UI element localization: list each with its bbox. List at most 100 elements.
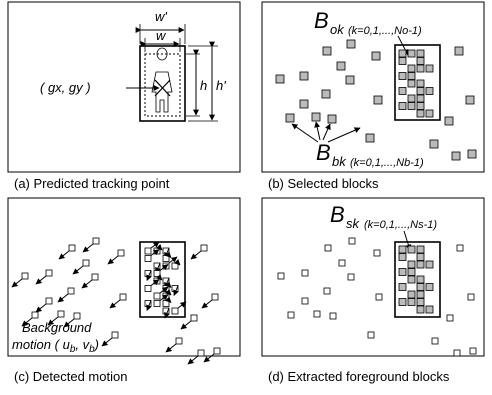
- label: ok: [330, 22, 345, 37]
- block: [93, 238, 99, 244]
- block: [417, 110, 424, 117]
- motion-arrow: [169, 257, 177, 263]
- block: [399, 254, 406, 261]
- block: [408, 80, 415, 87]
- block: [368, 332, 374, 338]
- block: [325, 245, 331, 251]
- label: B: [314, 8, 329, 33]
- block: [198, 350, 204, 356]
- block: [417, 299, 424, 306]
- motion-arrow: [58, 294, 68, 302]
- block: [376, 294, 382, 300]
- block: [426, 306, 433, 313]
- block: [118, 250, 124, 256]
- motion-arrow: [73, 266, 83, 274]
- label: bk: [332, 154, 347, 169]
- block: [163, 256, 169, 262]
- label: h': [216, 78, 226, 93]
- label: h: [200, 78, 207, 93]
- block: [399, 58, 406, 65]
- block: [302, 298, 308, 304]
- block: [46, 298, 52, 304]
- block: [470, 348, 476, 354]
- block: [432, 338, 438, 344]
- block: [312, 113, 320, 121]
- block: [172, 263, 178, 269]
- block: [417, 254, 424, 261]
- block: [22, 273, 28, 279]
- block: [324, 288, 330, 294]
- block: [212, 294, 218, 300]
- block: [68, 288, 74, 294]
- label: B: [316, 140, 331, 165]
- block: [399, 50, 406, 57]
- motion-arrow: [110, 300, 120, 308]
- block: [417, 65, 424, 72]
- block: [399, 88, 406, 95]
- block: [417, 306, 424, 313]
- tracking-box: [126, 24, 218, 121]
- block: [408, 73, 415, 80]
- block: [426, 284, 433, 291]
- block: [92, 274, 98, 280]
- block: [337, 62, 345, 70]
- block: [417, 88, 424, 95]
- motion-arrow: [151, 242, 159, 248]
- block: [445, 117, 453, 125]
- block: [417, 291, 424, 298]
- block: [302, 270, 308, 276]
- caption: (b) Selected blocks: [268, 176, 379, 191]
- block: [430, 140, 438, 148]
- label: w': [155, 9, 167, 24]
- block: [328, 115, 336, 123]
- block: [176, 338, 182, 344]
- block: [417, 58, 424, 65]
- block: [399, 299, 406, 306]
- block: [408, 299, 415, 306]
- block: [112, 332, 118, 338]
- label: sk: [346, 216, 361, 231]
- block: [399, 246, 406, 253]
- block: [339, 260, 345, 266]
- motion-arrow: [83, 244, 93, 252]
- label: Background: [22, 320, 92, 335]
- block: [408, 291, 415, 298]
- block: [348, 274, 354, 280]
- block: [374, 250, 380, 256]
- motion-arrow: [166, 344, 176, 352]
- block: [399, 103, 406, 110]
- block: [347, 40, 355, 48]
- label: (k=0,1,...,Ns-1): [364, 219, 437, 231]
- motion-arrow: [12, 279, 22, 287]
- block: [452, 152, 460, 160]
- motion-arrow: [36, 304, 46, 312]
- block: [417, 284, 424, 291]
- block: [314, 311, 320, 317]
- block: [417, 80, 424, 87]
- block: [408, 103, 415, 110]
- block: [32, 312, 38, 318]
- label: (k=0,1,...,Nb-1): [350, 157, 424, 169]
- block: [163, 301, 169, 307]
- block: [46, 270, 52, 276]
- motion-arrow: [59, 251, 69, 259]
- block: [468, 150, 476, 158]
- figure: w' w h h' ( gx, gy ) (a) Predicted track…: [0, 0, 492, 390]
- block: [83, 260, 89, 266]
- label: B: [330, 202, 345, 227]
- block: [276, 75, 284, 83]
- block: [300, 72, 308, 80]
- block: [300, 100, 308, 108]
- block: [366, 134, 374, 142]
- block: [408, 246, 415, 253]
- block: [145, 248, 151, 254]
- block: [349, 238, 355, 244]
- block: [426, 88, 433, 95]
- block: [408, 50, 415, 57]
- label: w: [156, 28, 167, 43]
- label: motion ( ub, vb): [12, 337, 99, 355]
- motion-arrow: [36, 276, 46, 284]
- block: [58, 311, 64, 317]
- block: [201, 245, 207, 251]
- block: [399, 284, 406, 291]
